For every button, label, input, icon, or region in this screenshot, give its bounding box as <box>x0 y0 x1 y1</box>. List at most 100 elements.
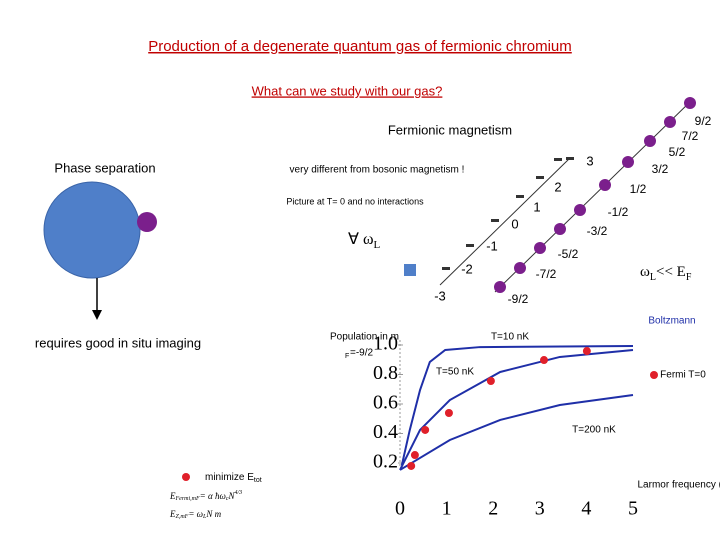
note: minimize Etot <box>205 472 262 484</box>
data-point <box>582 347 591 356</box>
atom <box>514 262 526 274</box>
state-level <box>536 176 544 179</box>
formula: E <box>169 491 176 501</box>
formula: ω <box>640 264 650 280</box>
state-level <box>554 158 562 161</box>
atom <box>137 212 157 232</box>
data-point <box>421 425 430 434</box>
formula: = ω <box>188 509 203 519</box>
note: very different from bosonic magnetism ! <box>290 165 465 176</box>
atom <box>622 156 634 168</box>
atom <box>684 97 696 109</box>
state-level <box>466 244 474 247</box>
x-tick-label: 3 <box>535 498 545 520</box>
state-label: -5/2 <box>558 247 579 261</box>
atom <box>644 135 656 147</box>
formula: N <box>228 491 236 501</box>
state-label: -7/2 <box>536 267 557 281</box>
state-label: 3 <box>586 153 593 168</box>
formula-sub: F <box>686 272 692 283</box>
formula: N m <box>205 509 221 519</box>
y-tick-label: 0.8 <box>373 362 398 384</box>
subtitle: What can we study with our gas? <box>252 83 443 98</box>
axis-label: =-9/2 <box>350 348 374 359</box>
note-sub: tot <box>254 477 262 484</box>
y-tick-label: 0.4 <box>373 421 398 443</box>
formula-sub: L <box>650 272 656 283</box>
formula: EZ,mF= ωLN m <box>169 509 222 520</box>
heading: Fermionic magnetism <box>388 122 512 137</box>
axis-label: Larmor frequency (kHz) <box>637 480 720 491</box>
state-label: 1 <box>533 199 540 214</box>
formula-sup: 4/3 <box>235 489 243 496</box>
formula: << E <box>656 264 686 280</box>
formula-sub: c <box>226 496 229 502</box>
marker <box>650 371 658 379</box>
heading: Phase separation <box>54 160 155 175</box>
atom <box>534 242 546 254</box>
axis-label-sub: F <box>345 353 349 360</box>
atom <box>554 223 566 235</box>
state-label: 5/2 <box>669 145 686 159</box>
atom <box>494 281 506 293</box>
atom <box>599 179 611 191</box>
title: Production of a degenerate quantum gas o… <box>148 38 572 55</box>
x-tick-label: 4 <box>581 498 591 520</box>
state-level <box>491 219 499 222</box>
state-label: 1/2 <box>630 182 647 196</box>
ladder <box>494 99 693 293</box>
marker <box>404 264 416 276</box>
curve-label: T=10 nK <box>491 332 529 343</box>
cloud <box>43 181 141 279</box>
state-level <box>442 267 450 270</box>
state-label: -9/2 <box>508 292 529 306</box>
formula: ωL<< EF <box>640 264 692 283</box>
state-label: 9/2 <box>695 114 712 128</box>
formula: EFermi,mF= α ħωcN4/3 <box>169 489 242 502</box>
ladder <box>439 157 571 286</box>
curve <box>399 394 634 471</box>
state-label: 2 <box>554 179 561 194</box>
note: Picture at T= 0 and no interactions <box>286 196 424 206</box>
x-tick-label: 5 <box>628 498 638 520</box>
state-label: 0 <box>511 216 518 231</box>
formula-sub: Fermi,mF <box>175 496 200 502</box>
atom <box>664 116 676 128</box>
curve-label: T=50 nK <box>436 367 474 378</box>
formula: E <box>169 509 176 519</box>
data-point <box>539 356 548 365</box>
curve-label: T=200 nK <box>572 425 616 436</box>
y-tick-label: 1.0 <box>373 333 398 355</box>
y-tick-label: 0.6 <box>373 392 398 414</box>
x-tick-label: 1 <box>442 498 452 520</box>
state-label: -1 <box>486 238 498 253</box>
data-point <box>444 408 453 417</box>
state-label: 7/2 <box>682 129 699 143</box>
formula: = α ħω <box>200 491 226 501</box>
state-label: -3/2 <box>587 224 608 238</box>
x-tick-label: 2 <box>488 498 498 520</box>
note: requires good in situ imaging <box>35 335 201 350</box>
curve-label: Boltzmann <box>648 316 695 327</box>
state-level <box>566 157 574 160</box>
formula-sub: L <box>373 239 380 251</box>
data-point <box>410 451 419 460</box>
state-label: -2 <box>461 261 473 276</box>
data-point <box>486 376 495 385</box>
curve <box>400 345 634 466</box>
data-point <box>407 461 416 470</box>
state-label: -3 <box>434 288 446 303</box>
arrow-head <box>92 310 102 320</box>
atom <box>574 204 586 216</box>
state-level <box>516 195 524 198</box>
axis-label: Population in m <box>330 332 399 343</box>
formula-sub: L <box>202 514 207 520</box>
note: minimize E <box>205 472 254 483</box>
formula-sub: Z,mF <box>176 514 189 520</box>
y-tick-label: 0.2 <box>373 451 398 473</box>
curve-label: Fermi T=0 <box>660 370 706 381</box>
formula: ∀ ωL <box>348 231 380 251</box>
curve <box>399 349 634 471</box>
